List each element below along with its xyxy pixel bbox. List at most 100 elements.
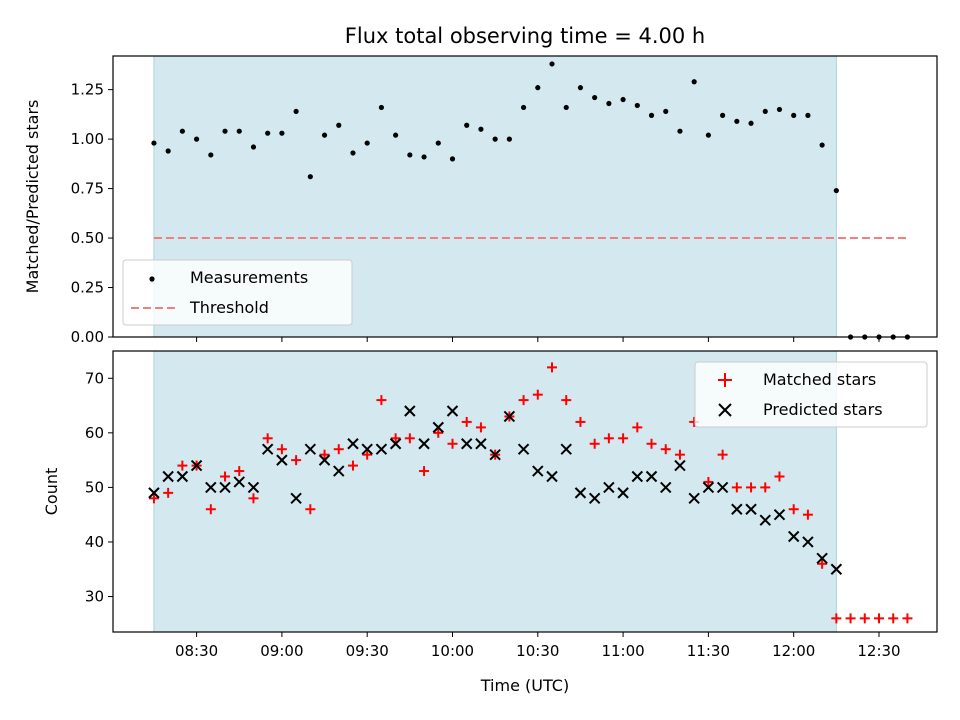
matched-star-point	[276, 444, 287, 455]
predicted-star-stroke-b	[617, 487, 629, 499]
predicted-star-stroke-b	[347, 438, 359, 450]
matched-star-point	[674, 449, 685, 460]
matched-star-point	[177, 460, 188, 471]
predicted-star-point	[716, 481, 729, 494]
top-legend-box	[122, 259, 353, 326]
bottom-axes-frame	[112, 350, 938, 633]
predicted-star-point	[731, 503, 743, 515]
measurement-point	[748, 120, 754, 126]
predicted-star-point	[446, 405, 459, 417]
predicted-star-stroke-b	[247, 481, 260, 494]
predicted-star-point	[247, 481, 260, 494]
predicted-star-point	[347, 438, 359, 450]
measurement-point	[478, 126, 484, 132]
measurement-point	[265, 130, 271, 136]
measurement-point	[393, 132, 399, 138]
matched-star-point	[148, 493, 159, 504]
predicted-star-point	[176, 470, 189, 483]
matched-star-point	[817, 558, 828, 569]
matched-star-point	[475, 422, 486, 433]
predicted-star-point	[631, 470, 644, 483]
predicted-star-stroke-b	[802, 536, 814, 548]
predicted-star-stroke-b	[759, 514, 771, 526]
matched-star-point	[390, 433, 401, 444]
legend-matched-label: Matched stars	[763, 370, 876, 389]
matched-star-point	[291, 455, 302, 466]
predicted-star-stroke-b	[731, 503, 743, 515]
predicted-star-stroke-b	[816, 552, 828, 565]
matched-star-point	[305, 504, 316, 515]
predicted-star-stroke-b	[702, 481, 715, 494]
predicted-star-point	[816, 552, 828, 565]
measurement-point	[663, 108, 669, 115]
matched-star-point	[888, 613, 899, 624]
matched-star-point	[333, 444, 344, 455]
matched-star-point	[362, 449, 373, 460]
measurement-point	[250, 144, 257, 150]
measurement-point	[378, 104, 385, 111]
bottom-x-tick-label: 09:30	[346, 642, 389, 660]
matched-star-point	[447, 438, 458, 449]
bottom-x-tick-label: 12:00	[772, 642, 815, 660]
predicted-star-stroke-b	[219, 481, 231, 494]
matched-star-point	[589, 438, 600, 449]
predicted-star-point	[375, 443, 388, 455]
measurement-point	[193, 136, 200, 142]
predicted-star-stroke-b	[645, 470, 658, 483]
bottom-x-tick-label: 09:00	[260, 642, 303, 660]
matched-star-point	[347, 460, 358, 471]
top-axes-frame	[112, 55, 938, 338]
measurement-point	[805, 112, 811, 118]
bottom-x-ticks: 08:30 09:00 09:30 10:00 10:30 11:00 11:30 12:00…	[175, 632, 901, 660]
predicted-star-point	[162, 470, 174, 483]
predicted-star-point	[190, 459, 203, 472]
predicted-star-stroke-b	[503, 410, 516, 423]
bottom-y-tick-label: 50	[85, 478, 104, 496]
matched-star-point	[788, 504, 799, 515]
top-legend: Measurements Threshold	[122, 259, 353, 326]
predicted-star-stroke-b	[716, 481, 729, 494]
predicted-star-point	[148, 487, 160, 499]
predicted-star-stroke-b	[233, 476, 245, 488]
matched-star-point	[873, 613, 884, 624]
predicted-star-point	[233, 476, 245, 488]
predicted-star-point	[688, 492, 700, 505]
matched-star-point	[461, 416, 472, 427]
measurement-point	[762, 108, 768, 115]
predicted-star-point	[276, 454, 288, 466]
predicted-star-point	[603, 481, 615, 494]
matched-star-point	[703, 476, 714, 487]
bottom-x-tick-label: 11:30	[687, 642, 730, 660]
predicted-star-point	[261, 443, 274, 455]
measurement-point	[492, 136, 498, 142]
predicted-star-stroke-b	[404, 405, 416, 417]
measurement-point	[648, 112, 655, 118]
predicted-star-point	[532, 465, 544, 477]
bottom-x-tick-label: 12:30	[857, 642, 900, 660]
predicted-star-point	[333, 465, 345, 477]
predicted-star-point	[489, 448, 501, 461]
predicted-star-point	[574, 487, 587, 499]
legend-measurements-marker	[149, 276, 155, 282]
predicted-star-stroke-b	[318, 454, 331, 466]
predicted-star-stroke-b	[190, 459, 203, 472]
matched-star-point	[902, 613, 913, 624]
matched-star-point	[234, 466, 245, 477]
measurement-point	[563, 104, 569, 111]
matched-star-point	[163, 487, 174, 498]
bottom-y-tick-label: 40	[85, 533, 104, 551]
predicted-star-point	[475, 438, 487, 450]
legend-predicted-label: Predicted stars	[763, 400, 883, 419]
bottom-y-ticks: 30 40 50 60 70	[85, 369, 113, 606]
predicted-star-point	[404, 405, 416, 417]
measurement-points	[151, 61, 911, 340]
matched-star-point	[518, 395, 529, 406]
measurement-point	[350, 150, 356, 156]
predicted-star-point	[205, 481, 217, 494]
measurement-point	[179, 128, 185, 134]
measurement-point	[307, 174, 313, 180]
matched-star-point	[746, 482, 757, 493]
measurement-point	[464, 122, 470, 128]
matched-star-point	[319, 449, 330, 460]
matched-star-point	[603, 433, 614, 444]
